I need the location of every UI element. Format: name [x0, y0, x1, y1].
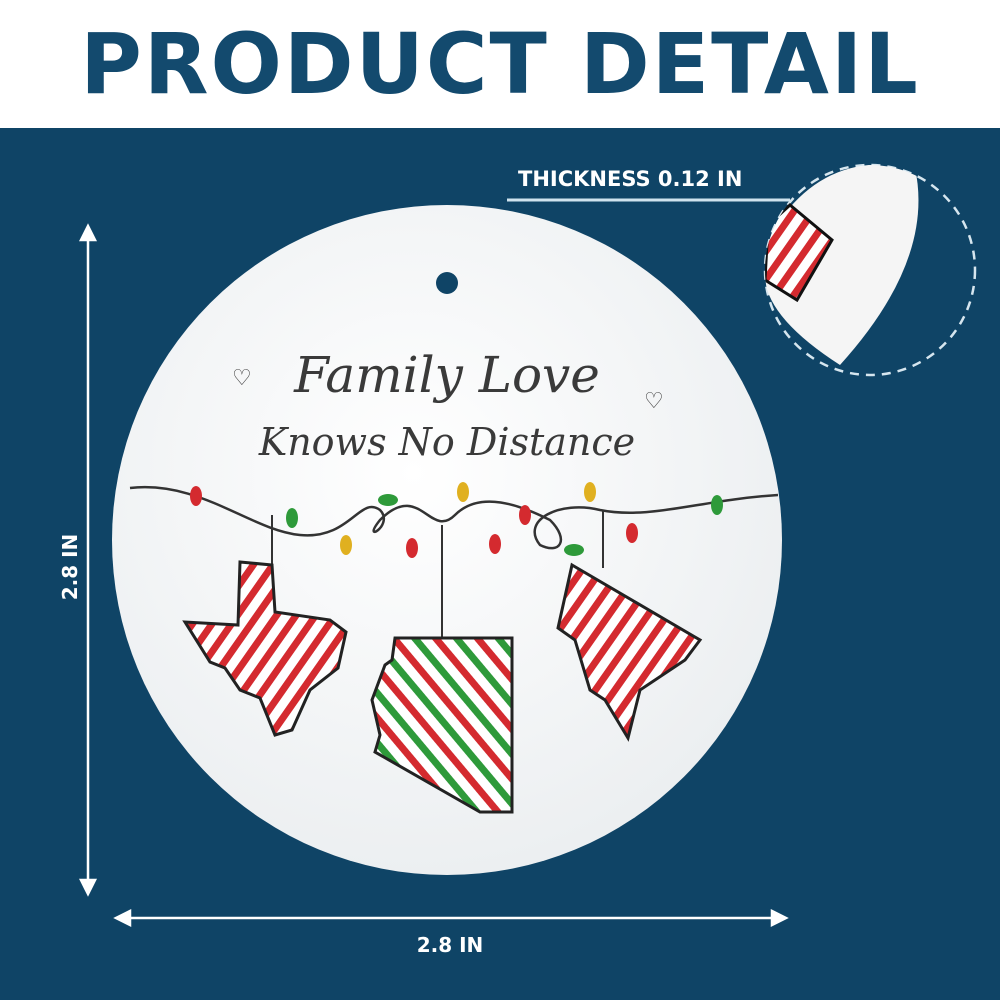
ornament-subtitle: Knows No Distance [258, 420, 635, 464]
state-texas [182, 560, 348, 737]
heart-icon: ♡ [644, 388, 664, 413]
header-banner: PRODUCT DETAIL [0, 0, 1000, 128]
detail-zoom-circle [763, 163, 977, 377]
heart-icon: ♡ [232, 365, 252, 390]
thickness-label: THICKNESS 0.12 IN [518, 167, 743, 191]
width-label: 2.8 IN [416, 933, 484, 957]
width-dimension-arrow [113, 908, 789, 928]
christmas-lights [190, 482, 723, 558]
light-string [129, 485, 779, 550]
hanging-hole [436, 272, 458, 294]
height-label: 2.8 IN [58, 533, 82, 601]
height-dimension-arrow [78, 223, 98, 897]
page-title: PRODUCT DETAIL [80, 15, 920, 113]
state-arizona [370, 636, 514, 814]
ornament-title: Family Love [293, 346, 600, 404]
state-washington [556, 562, 703, 742]
